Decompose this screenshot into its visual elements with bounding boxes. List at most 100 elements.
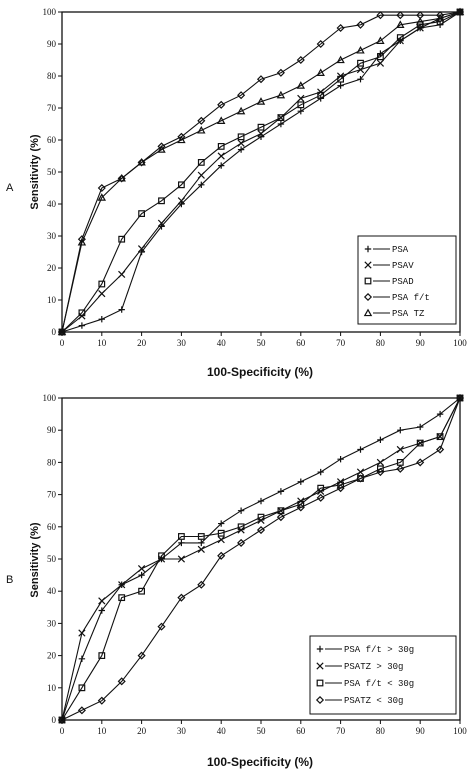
legend-marker [364,277,372,285]
data-point [97,193,107,201]
data-point [137,565,146,573]
roc-chart-b: B Sensitivity (%) 100-Specificity (%) 0 1… [6,393,467,769]
data-point [218,162,225,169]
data-point [217,152,225,160]
data-point [415,17,425,25]
y-tick-label: 60 [47,522,57,532]
x-tick-label: 90 [416,726,426,736]
data-point [217,536,225,544]
legend-marker [316,645,324,653]
data-point [356,20,365,29]
data-point [237,507,245,514]
y-tick-label: 100 [43,393,57,403]
data-point [256,525,266,535]
data-point [316,493,325,502]
panel-label-a: A [6,182,14,194]
panel-label-b: B [6,574,13,586]
series-line-psa-f-t-30g [61,397,461,721]
data-point [197,533,205,540]
data-point [197,580,206,589]
data-point [377,436,384,444]
data-point [317,91,325,99]
data-point [78,629,86,637]
legend-entry: PSATZ < 30g [315,695,403,706]
x-tick-label: 90 [416,338,426,348]
data-point [455,7,465,16]
x-tick-label: 60 [296,338,306,348]
x-tick-label: 30 [177,338,187,348]
data-point [257,129,265,138]
data-point [455,393,465,403]
data-point [257,513,265,521]
data-point [138,587,146,595]
data-point [455,7,465,17]
y-axis-label-b: Sensitivity (%) [29,522,41,598]
data-point [78,684,86,692]
legend-marker [316,662,324,670]
data-point [397,427,404,434]
data-point [237,523,245,531]
data-point [296,503,305,512]
data-point [317,484,325,492]
x-tick-label: 100 [453,338,467,348]
data-point [57,327,67,336]
data-point [237,538,246,547]
series-psatz-30g [57,393,465,725]
data-point [98,607,105,614]
data-point [297,101,305,109]
data-point [98,280,106,288]
data-point [217,551,226,560]
x-tick-label: 50 [257,338,267,348]
legend-label: PSA [392,245,409,255]
x-tick-label: 100 [453,726,467,736]
x-tick-label: 10 [97,726,107,736]
series-line-psad [61,11,461,333]
data-point [117,677,126,686]
data-point [377,53,384,61]
data-point [277,114,285,122]
data-point [376,36,385,44]
data-point [435,13,445,22]
data-point [297,478,304,485]
data-point [276,68,285,77]
x-tick-label: 20 [137,726,147,736]
legend-label: PSA f/t < 30g [344,679,414,689]
legend-label: PSATZ > 30g [344,662,403,672]
series-psa-tz [57,7,465,336]
x-tick-label: 20 [137,338,147,348]
data-point [416,458,425,467]
data-point [118,306,125,313]
legend-label: PSAD [392,277,414,287]
y-tick-label: 80 [47,457,57,467]
legend-marker [316,679,324,687]
legend-marker [364,245,372,253]
data-point [236,106,246,115]
data-point [118,594,126,602]
legend-entry: PSA TZ [363,308,425,319]
data-point [336,23,345,33]
data-point [336,55,345,64]
y-tick-label: 90 [47,39,57,49]
data-point [237,146,245,153]
data-point [98,289,106,298]
data-point [417,423,424,431]
data-point [316,68,325,76]
data-point [216,116,226,124]
data-point [98,652,106,659]
legend-entry: PSA [364,245,409,255]
data-point [217,100,226,109]
x-tick-label: 30 [177,726,187,736]
data-point [177,593,186,602]
data-point [436,410,444,418]
y-tick-label: 90 [47,425,57,435]
data-point [78,322,86,329]
data-point [177,135,186,144]
data-point [78,655,86,663]
data-point [137,651,146,660]
data-point [118,270,126,279]
legend-label: PSA TZ [392,309,425,319]
data-point [178,181,185,189]
y-tick-label: 10 [47,683,57,693]
data-point [396,11,405,20]
